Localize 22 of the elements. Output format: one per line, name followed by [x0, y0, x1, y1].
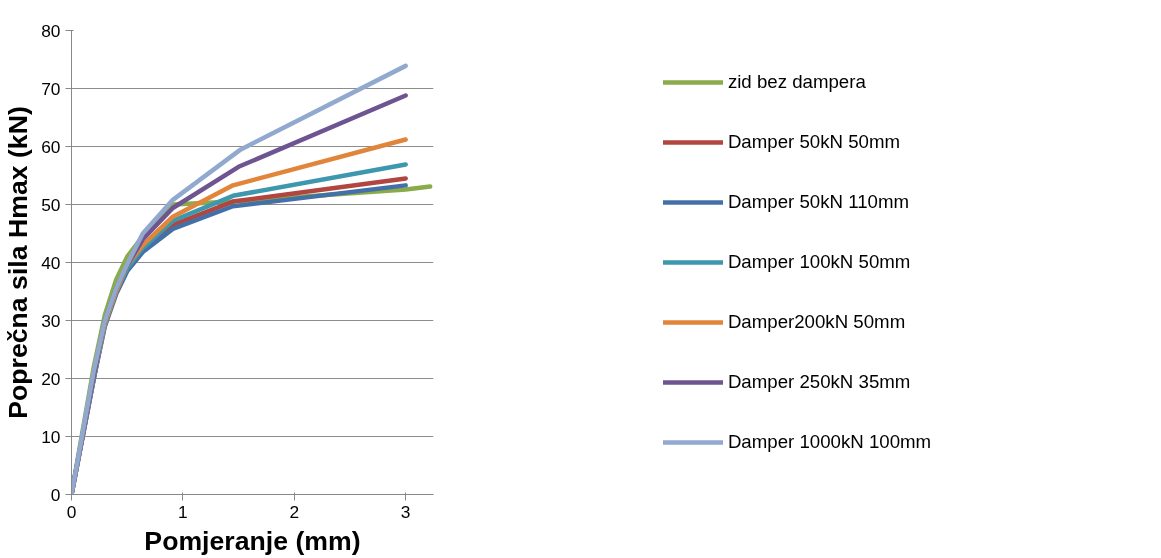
y-tick-label: 70 [41, 78, 61, 99]
y-tick-label: 40 [41, 252, 61, 273]
y-tick-label: 80 [41, 20, 61, 41]
x-axis-title: Pomjeranje (mm) [144, 525, 361, 556]
y-tick-label: 20 [41, 368, 61, 389]
y-tick-label: 0 [50, 484, 61, 505]
y-axis-title: Poprečna sila Hmax (kN) [3, 106, 34, 419]
y-tick-label: 30 [41, 310, 61, 331]
legend-label: Damper 50kN 110mm [727, 191, 909, 213]
x-tick-label: 1 [178, 501, 188, 522]
y-tick-label: 50 [41, 194, 61, 215]
x-tick-label: 0 [66, 501, 77, 522]
y-tick-label: 60 [41, 136, 61, 157]
legend-label: Damper 50kN 50mm [727, 131, 900, 153]
x-tick-label: 2 [289, 501, 300, 522]
y-tick-label: 10 [41, 426, 61, 447]
legend-label: zid bez dampera [727, 71, 866, 93]
legend-label: Damper200kN 50mm [727, 311, 906, 333]
legend-label: Damper 250kN 35mm [727, 371, 911, 393]
legend-label: Damper 1000kN 100mm [727, 431, 932, 453]
x-tick-label: 3 [400, 501, 411, 522]
legend-label: Damper 100kN 50mm [727, 251, 911, 273]
